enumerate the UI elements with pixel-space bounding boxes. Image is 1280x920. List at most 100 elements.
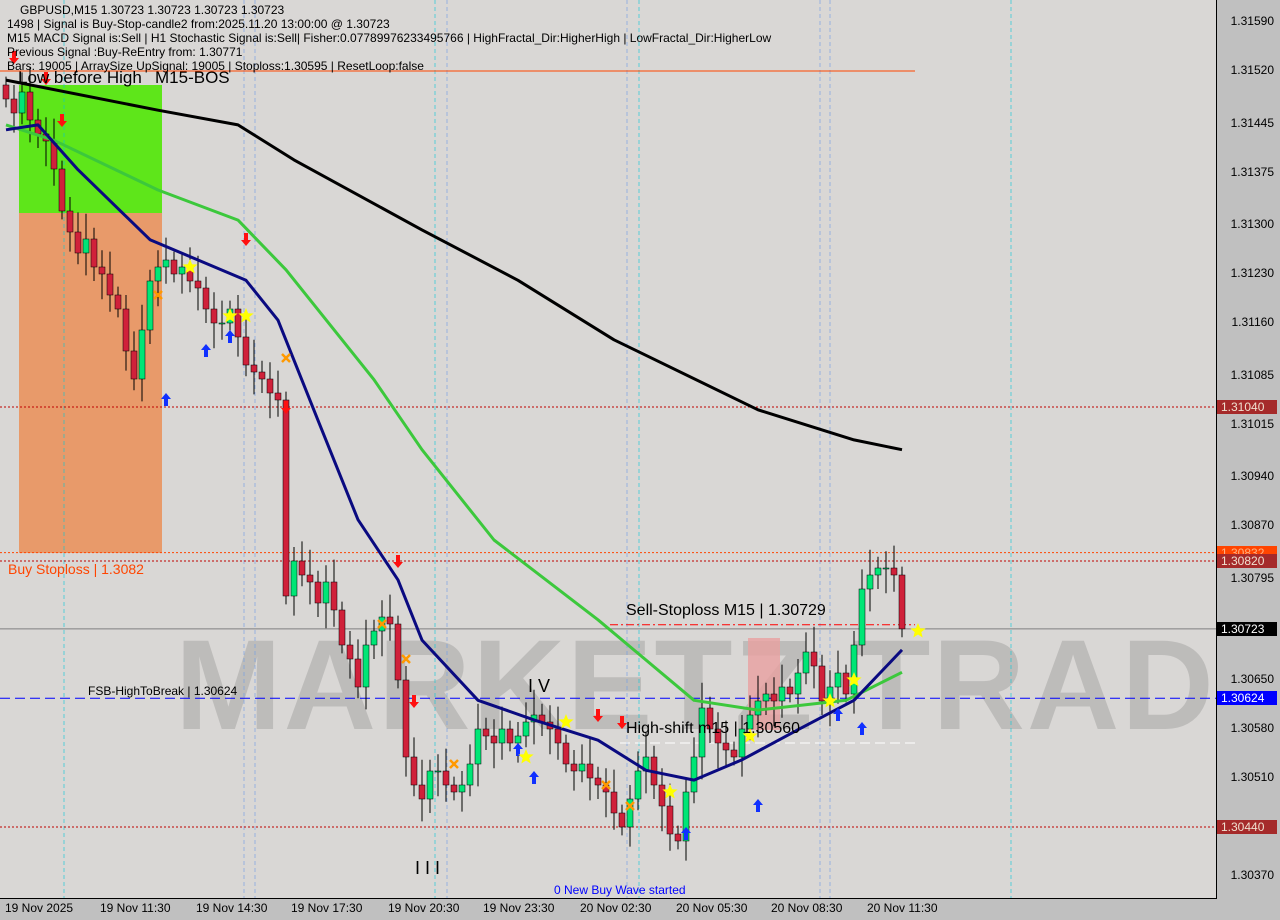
x-mark-icon bbox=[625, 801, 635, 811]
sell-arrow-icon bbox=[241, 233, 251, 246]
candle bbox=[674, 825, 682, 850]
candle bbox=[682, 778, 690, 861]
candle bbox=[458, 771, 466, 812]
candle bbox=[274, 370, 282, 417]
candle bbox=[866, 549, 874, 612]
candle bbox=[298, 541, 306, 587]
sell-zone bbox=[19, 213, 162, 553]
candle bbox=[386, 594, 394, 641]
bear-candle-body bbox=[298, 560, 306, 576]
bear-candle-body bbox=[410, 756, 418, 786]
bear-candle-body bbox=[450, 784, 458, 793]
price-tick-label: 1.30650 bbox=[1230, 672, 1274, 686]
candle bbox=[26, 66, 34, 143]
time-tick-label: 19 Nov 20:30 bbox=[388, 901, 460, 915]
candle bbox=[242, 317, 250, 377]
time-tick-label: 20 Nov 08:30 bbox=[771, 901, 843, 915]
candle bbox=[506, 720, 514, 752]
buy-arrow-icon bbox=[225, 330, 235, 343]
time-tick-label: 19 Nov 14:30 bbox=[196, 901, 268, 915]
bull-candle-body bbox=[850, 644, 858, 695]
candle bbox=[586, 738, 594, 801]
bos-zone bbox=[19, 85, 162, 213]
bull-candle-body bbox=[834, 672, 842, 688]
time-tick-label: 20 Nov 11:30 bbox=[867, 901, 938, 915]
time-tick-label: 19 Nov 11:30 bbox=[100, 901, 171, 915]
signal-line: 1498 | Signal is Buy-Stop-candle2 from:2… bbox=[7, 17, 390, 31]
bear-candle-body bbox=[58, 168, 66, 212]
candle bbox=[370, 619, 378, 659]
fsb-label: FSB-HighToBreak | 1.30624 bbox=[88, 684, 238, 698]
bear-candle-body bbox=[330, 581, 338, 611]
star-icon bbox=[238, 308, 254, 323]
candle bbox=[330, 559, 338, 627]
candle bbox=[474, 703, 482, 787]
candle bbox=[498, 706, 506, 760]
candle bbox=[194, 255, 202, 311]
candle bbox=[626, 785, 634, 847]
candle bbox=[738, 715, 746, 777]
bear-candle-body bbox=[506, 728, 514, 744]
candle bbox=[378, 600, 386, 657]
bull-candle-body bbox=[146, 280, 154, 331]
price-tick-label: 1.30870 bbox=[1230, 518, 1274, 532]
x-mark-icon bbox=[377, 619, 387, 629]
price-tick-label: 1.30795 bbox=[1230, 570, 1274, 585]
candle bbox=[114, 286, 122, 318]
candle bbox=[834, 650, 842, 704]
bull-candle-body bbox=[578, 763, 586, 772]
bear-candle-body bbox=[202, 287, 210, 310]
bos-label: M15-BOS bbox=[155, 68, 230, 87]
bull-candle-body bbox=[634, 770, 642, 800]
candle bbox=[338, 601, 346, 654]
bull-candle-body bbox=[290, 560, 298, 597]
bear-candle-body bbox=[114, 294, 122, 310]
candle bbox=[210, 292, 218, 349]
bull-candle-body bbox=[682, 791, 690, 842]
sell-arrow-icon bbox=[9, 51, 19, 64]
candle bbox=[82, 213, 90, 276]
candle bbox=[786, 678, 794, 703]
buy-arrow-icon bbox=[681, 827, 691, 840]
candle bbox=[346, 631, 354, 679]
bear-candle-body bbox=[618, 812, 626, 828]
bull-candle-body bbox=[762, 693, 770, 702]
sell-arrow-icon bbox=[393, 555, 403, 568]
bull-candle-body bbox=[362, 644, 370, 688]
price-tick-label: 1.30510 bbox=[1230, 770, 1274, 784]
bear-candle-body bbox=[10, 98, 18, 114]
bear-candle-body bbox=[610, 791, 618, 814]
price-tick-label: 1.30940 bbox=[1230, 469, 1274, 483]
bear-candle-body bbox=[706, 707, 714, 730]
pink-zone bbox=[748, 638, 780, 730]
price-tick-label: 1.31375 bbox=[1230, 164, 1274, 179]
bear-candle-body bbox=[98, 266, 106, 275]
bear-candle-body bbox=[338, 609, 346, 646]
candle bbox=[754, 675, 762, 738]
candle bbox=[122, 295, 130, 371]
chart-plot-area[interactable]: MARKETZ TRADE GBPUSD,M15 1.30723 1.30723… bbox=[0, 0, 1217, 899]
candle bbox=[594, 766, 602, 799]
candle bbox=[842, 664, 850, 703]
candle bbox=[322, 565, 330, 629]
candle bbox=[306, 549, 314, 605]
bear-candle-body bbox=[554, 728, 562, 744]
bear-candle-body bbox=[274, 392, 282, 401]
bear-candle-body bbox=[666, 805, 674, 835]
candle bbox=[202, 276, 210, 323]
bear-candle-body bbox=[2, 84, 10, 100]
symbol-line: GBPUSD,M15 1.30723 1.30723 1.30723 1.307… bbox=[20, 3, 285, 17]
bull-candle-body bbox=[138, 329, 146, 380]
candle bbox=[482, 717, 490, 750]
watermark: MARKETZ TRADE bbox=[175, 614, 1217, 757]
candle bbox=[178, 253, 186, 294]
bear-candle-body bbox=[714, 728, 722, 744]
candle bbox=[858, 569, 866, 657]
candle bbox=[874, 556, 882, 589]
candle bbox=[642, 731, 650, 794]
candle bbox=[514, 722, 522, 763]
candle bbox=[610, 769, 618, 830]
sell-stoploss-label: Sell-Stoploss M15 | 1.30729 bbox=[626, 602, 826, 619]
candle bbox=[578, 744, 586, 783]
candle bbox=[106, 251, 114, 312]
